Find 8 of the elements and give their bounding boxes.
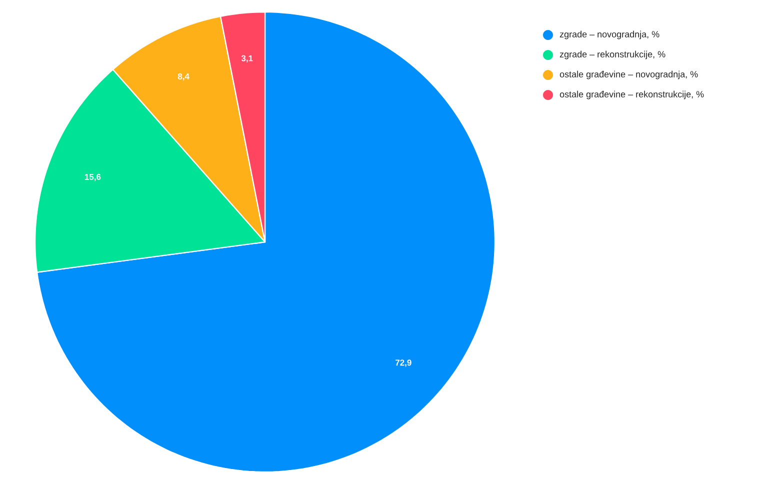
data-label: 3,1 [241,55,253,62]
legend-label: ostale građevine – novogradnja, % [560,70,698,80]
data-label: 15,6 [84,174,101,182]
data-label: 72,9 [395,360,412,367]
data-label: 8,4 [178,73,190,81]
legend-label: zgrade – novogradnja, % [560,30,660,40]
legend-label: ostale građevine – rekonstrukcije, % [560,90,704,100]
legend-label: zgrade – rekonstrukcije, % [560,50,666,60]
